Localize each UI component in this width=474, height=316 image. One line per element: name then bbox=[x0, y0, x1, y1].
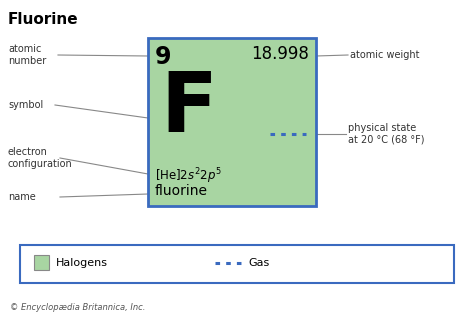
Text: symbol: symbol bbox=[8, 100, 43, 110]
Text: Gas: Gas bbox=[248, 258, 269, 268]
Text: atomic
number: atomic number bbox=[8, 44, 46, 66]
Text: 18.998: 18.998 bbox=[251, 45, 309, 63]
Text: © Encyclopædia Britannica, Inc.: © Encyclopædia Britannica, Inc. bbox=[10, 303, 146, 312]
Text: physical state
at 20 °C (68 °F): physical state at 20 °C (68 °F) bbox=[348, 123, 425, 145]
Text: electron
configuration: electron configuration bbox=[8, 147, 73, 169]
Text: name: name bbox=[8, 192, 36, 202]
Bar bbox=[148, 38, 316, 206]
Text: Halogens: Halogens bbox=[56, 258, 108, 268]
Text: F: F bbox=[160, 68, 217, 149]
Text: $\mathrm{[He]2}s^2\mathrm{2}p^5$: $\mathrm{[He]2}s^2\mathrm{2}p^5$ bbox=[155, 166, 222, 185]
Text: atomic weight: atomic weight bbox=[350, 50, 419, 60]
Bar bbox=[34, 255, 49, 270]
Bar bbox=[20, 245, 454, 283]
Text: fluorine: fluorine bbox=[155, 184, 208, 198]
Text: 9: 9 bbox=[155, 45, 172, 69]
Text: Fluorine: Fluorine bbox=[8, 12, 79, 27]
